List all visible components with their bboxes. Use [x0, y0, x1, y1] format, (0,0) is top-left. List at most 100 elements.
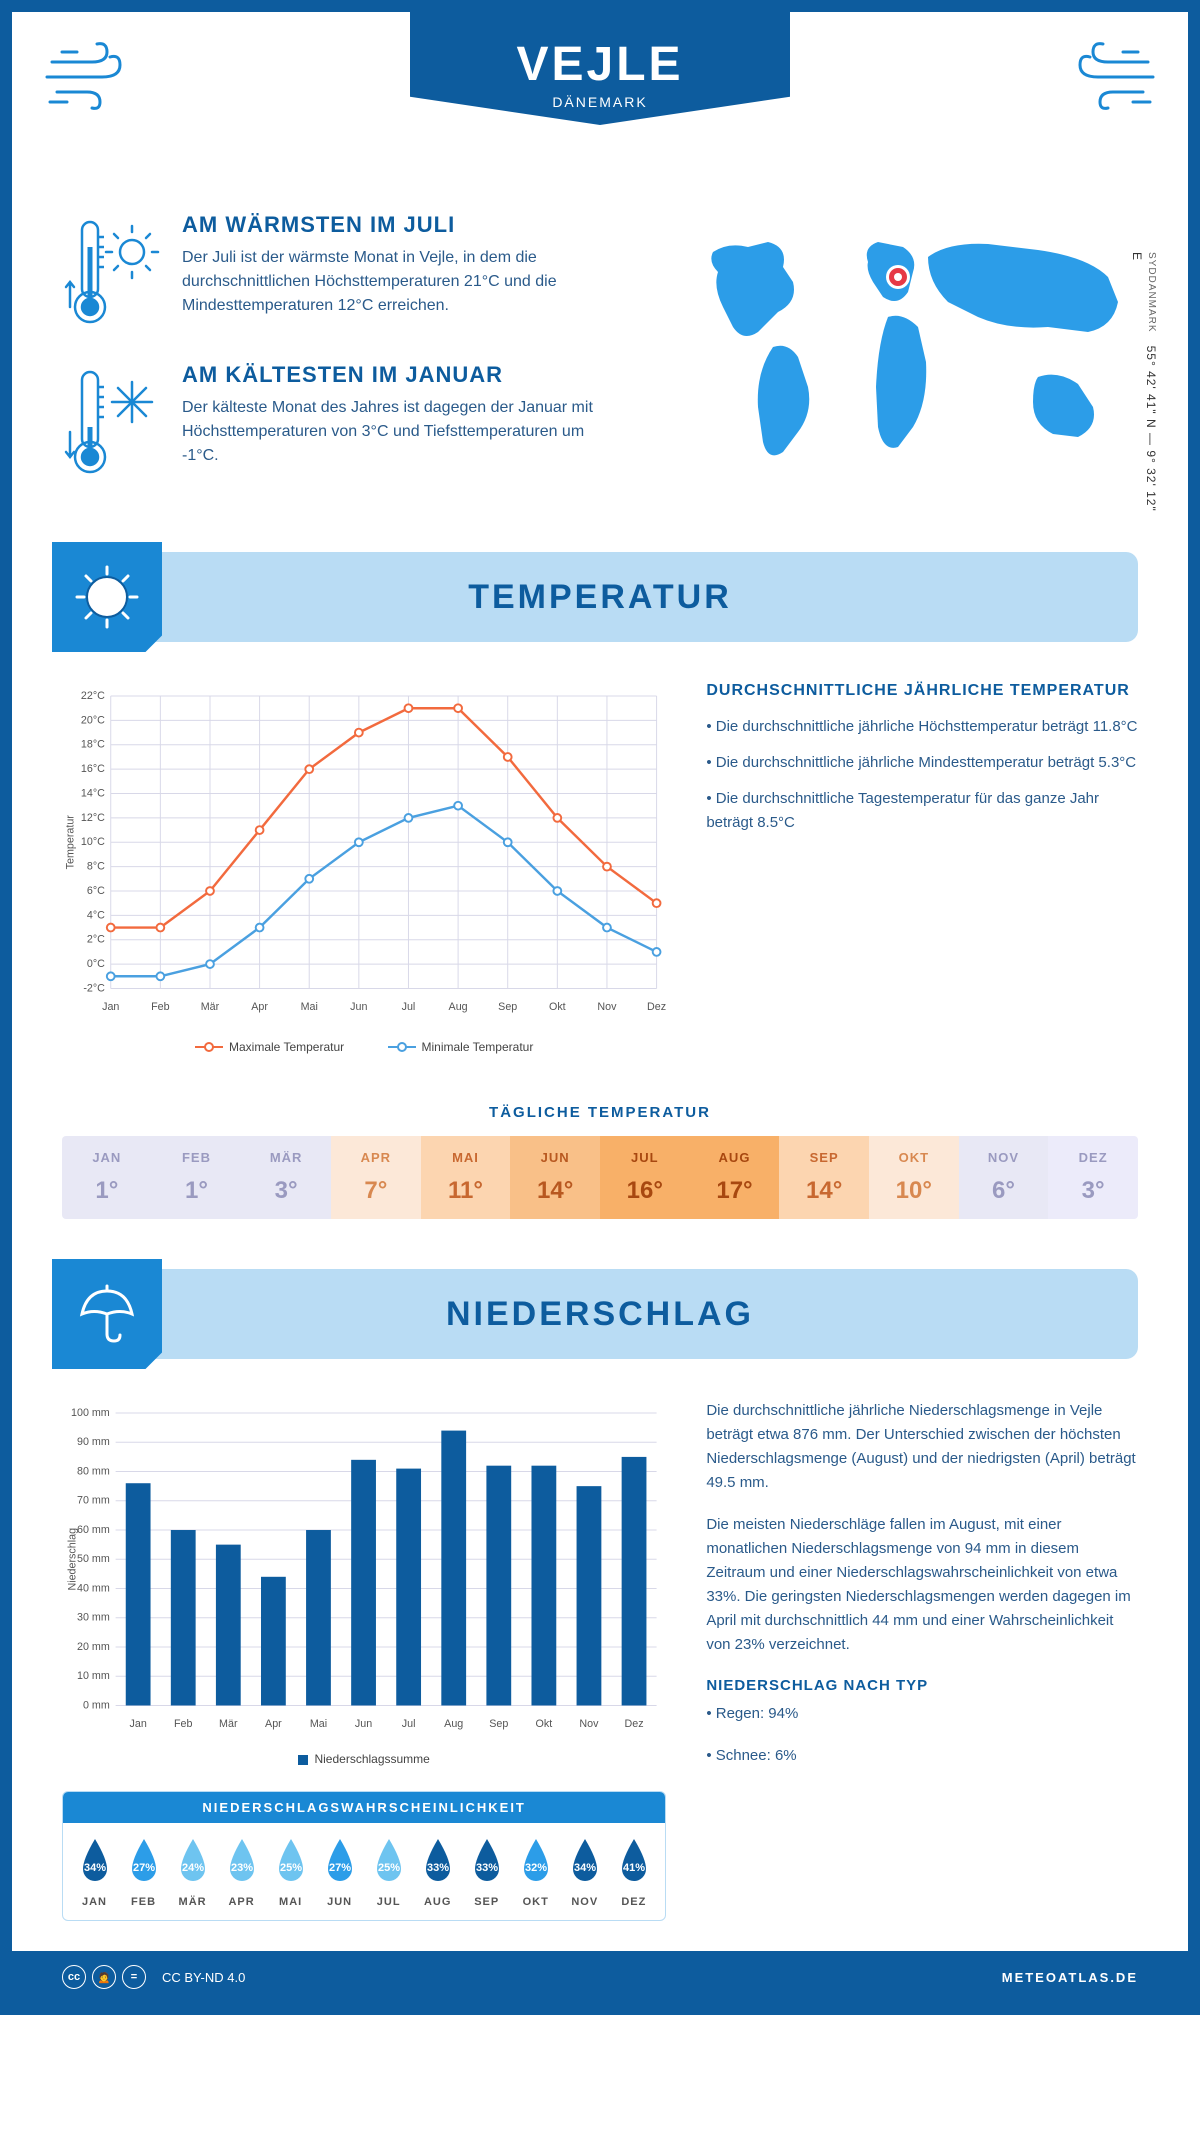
daily-title: TÄGLICHE TEMPERATUR: [12, 1104, 1188, 1121]
coordinates: SYDDANMARK 55° 42' 41" N — 9° 32' 12" E: [1130, 252, 1158, 512]
page: VEJLE DÄNEMARK AM WÄRMSTEN IM JULI: [0, 0, 1200, 2015]
prob-cell: 27%JUN: [316, 1835, 363, 1908]
precip-body: 0 mm10 mm20 mm30 mm40 mm50 mm60 mm70 mm8…: [12, 1359, 1188, 1951]
warmest-text: Der Juli ist der wärmste Monat in Vejle,…: [182, 246, 618, 318]
precip-sidebar: Die durchschnittliche jährliche Niedersc…: [706, 1399, 1138, 1921]
svg-text:Temperatur: Temperatur: [65, 815, 77, 870]
prob-cell: 32%OKT: [512, 1835, 559, 1908]
license-text: CC BY-ND 4.0: [162, 1970, 245, 1985]
precip-legend: Niederschlagssumme: [62, 1752, 666, 1766]
svg-text:33%: 33%: [476, 1862, 498, 1874]
svg-text:Mai: Mai: [301, 1001, 318, 1013]
svg-text:6°C: 6°C: [87, 885, 105, 897]
svg-text:40 mm: 40 mm: [77, 1582, 110, 1594]
probability-box: NIEDERSCHLAGSWAHRSCHEINLICHKEIT 34%JAN27…: [62, 1791, 666, 1921]
svg-text:4°C: 4°C: [87, 909, 105, 921]
svg-text:Dez: Dez: [625, 1718, 644, 1730]
precip-rain: • Regen: 94%: [706, 1702, 1138, 1726]
svg-text:Feb: Feb: [151, 1001, 170, 1013]
cc-license: cc 🙍 = CC BY-ND 4.0: [62, 1965, 245, 1989]
nd-icon: =: [122, 1965, 146, 1989]
by-icon: 🙍: [92, 1965, 116, 1989]
precip-p2: Die meisten Niederschläge fallen im Augu…: [706, 1513, 1138, 1657]
section-title: TEMPERATUR: [468, 578, 732, 617]
temp-bullet: • Die durchschnittliche Tagestemperatur …: [706, 787, 1138, 835]
daily-cell: APR7°: [331, 1136, 421, 1219]
daily-cell: OKT10°: [869, 1136, 959, 1219]
svg-text:0°C: 0°C: [87, 958, 105, 970]
temp-side-title: DURCHSCHNITTLICHE JÄHRLICHE TEMPERATUR: [706, 682, 1138, 700]
daily-cell: MÄR3°: [241, 1136, 331, 1219]
temp-sidebar: DURCHSCHNITTLICHE JÄHRLICHE TEMPERATUR •…: [706, 682, 1138, 1054]
svg-text:Jun: Jun: [350, 1001, 367, 1013]
svg-text:25%: 25%: [280, 1862, 302, 1874]
daily-cell: FEB1°: [152, 1136, 242, 1219]
svg-text:34%: 34%: [83, 1862, 105, 1874]
probability-title: NIEDERSCHLAGSWAHRSCHEINLICHKEIT: [63, 1792, 665, 1823]
header: VEJLE DÄNEMARK: [12, 12, 1188, 212]
daily-cell: DEZ3°: [1048, 1136, 1138, 1219]
svg-text:Apr: Apr: [265, 1718, 282, 1730]
svg-text:Aug: Aug: [444, 1718, 463, 1730]
section-title: NIEDERSCHLAG: [446, 1295, 754, 1334]
svg-text:25%: 25%: [378, 1862, 400, 1874]
svg-text:8°C: 8°C: [87, 861, 105, 873]
sun-icon: [72, 562, 142, 632]
svg-text:Sep: Sep: [489, 1718, 508, 1730]
svg-text:Nov: Nov: [579, 1718, 599, 1730]
daily-cell: JUL16°: [600, 1136, 690, 1219]
info-row: AM WÄRMSTEN IM JULI Der Juli ist der wär…: [12, 212, 1188, 552]
svg-text:27%: 27%: [133, 1862, 155, 1874]
daily-temp-table: JAN1°FEB1°MÄR3°APR7°MAI11°JUN14°JUL16°AU…: [62, 1136, 1138, 1219]
prob-cell: 34%NOV: [561, 1835, 608, 1908]
svg-text:22°C: 22°C: [81, 690, 105, 702]
daily-cell: SEP14°: [779, 1136, 869, 1219]
temp-body: -2°C0°C2°C4°C6°C8°C10°C12°C14°C16°C18°C2…: [12, 642, 1188, 1084]
precip-type-title: NIEDERSCHLAG NACH TYP: [706, 1677, 1138, 1694]
svg-text:Jan: Jan: [130, 1718, 147, 1730]
svg-text:Feb: Feb: [174, 1718, 193, 1730]
svg-text:Mär: Mär: [219, 1718, 238, 1730]
world-map: SYDDANMARK 55° 42' 41" N — 9° 32' 12" E: [658, 212, 1138, 512]
svg-text:Jul: Jul: [402, 1001, 416, 1013]
section-header-temp: TEMPERATUR: [62, 552, 1138, 642]
prob-cell: 33%AUG: [414, 1835, 461, 1908]
svg-text:70 mm: 70 mm: [77, 1495, 110, 1507]
thermometer-hot-icon: [62, 212, 162, 332]
prob-cell: 24%MÄR: [169, 1835, 216, 1908]
svg-text:Jul: Jul: [402, 1718, 416, 1730]
svg-text:Okt: Okt: [549, 1001, 566, 1013]
title-banner: VEJLE DÄNEMARK: [410, 12, 790, 125]
coldest-text: Der kälteste Monat des Jahres ist dagege…: [182, 396, 618, 468]
svg-text:Mär: Mär: [201, 1001, 220, 1013]
svg-text:12°C: 12°C: [81, 812, 105, 824]
prob-cell: 25%JUL: [365, 1835, 412, 1908]
precipitation-bar-chart: 0 mm10 mm20 mm30 mm40 mm50 mm60 mm70 mm8…: [62, 1399, 666, 1739]
svg-text:Aug: Aug: [449, 1001, 468, 1013]
svg-text:34%: 34%: [574, 1862, 596, 1874]
cc-icon: cc: [62, 1965, 86, 1989]
svg-text:Apr: Apr: [251, 1001, 268, 1013]
wind-icon: [42, 32, 142, 112]
svg-text:90 mm: 90 mm: [77, 1436, 110, 1448]
precip-snow: • Schnee: 6%: [706, 1744, 1138, 1768]
svg-text:16°C: 16°C: [81, 763, 105, 775]
svg-text:33%: 33%: [427, 1862, 449, 1874]
svg-text:Sep: Sep: [498, 1001, 517, 1013]
svg-text:20°C: 20°C: [81, 714, 105, 726]
warmest-block: AM WÄRMSTEN IM JULI Der Juli ist der wär…: [62, 212, 618, 332]
svg-text:Mai: Mai: [310, 1718, 327, 1730]
svg-text:24%: 24%: [182, 1862, 204, 1874]
warmest-title: AM WÄRMSTEN IM JULI: [182, 212, 618, 238]
site-name: METEOATLAS.DE: [1002, 1970, 1138, 1985]
svg-text:18°C: 18°C: [81, 739, 105, 751]
temp-legend: Maximale Temperatur Minimale Temperatur: [62, 1037, 666, 1054]
footer: cc 🙍 = CC BY-ND 4.0 METEOATLAS.DE: [12, 1951, 1188, 2003]
svg-text:32%: 32%: [525, 1862, 547, 1874]
svg-text:Dez: Dez: [647, 1001, 666, 1013]
city-name: VEJLE: [410, 37, 790, 92]
svg-text:0 mm: 0 mm: [83, 1699, 110, 1711]
temp-bullet: • Die durchschnittliche jährliche Mindes…: [706, 751, 1138, 775]
svg-text:Jan: Jan: [102, 1001, 119, 1013]
umbrella-icon: [72, 1279, 142, 1349]
